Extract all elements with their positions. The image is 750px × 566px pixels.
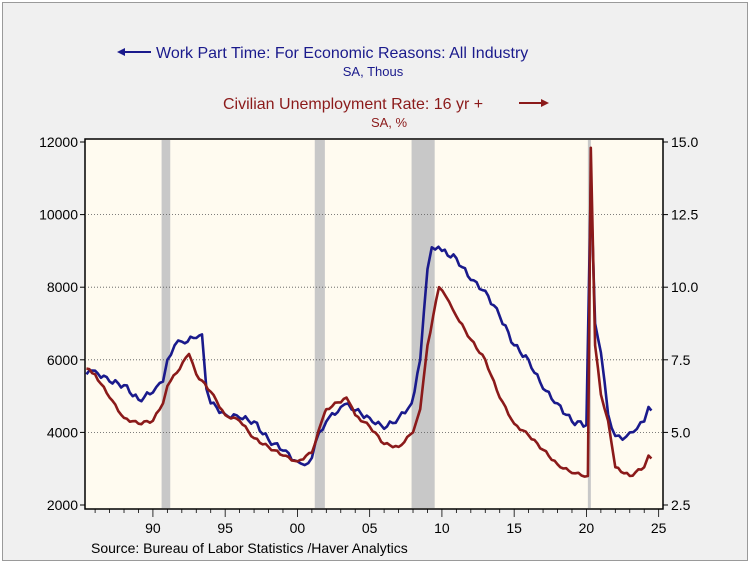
y-left-tick-label: 12000 xyxy=(39,134,78,150)
y-right-tick-label: 2.5 xyxy=(671,497,691,513)
x-tick-label: 00 xyxy=(290,520,306,536)
y-right-tick-label: 5.0 xyxy=(671,424,691,440)
recession-band xyxy=(161,140,171,508)
y-right-tick-label: 15.0 xyxy=(671,134,698,150)
legend-units-left: SA, Thous xyxy=(343,64,404,79)
recession-band xyxy=(314,140,325,508)
y-left-tick-label: 4000 xyxy=(47,424,78,440)
x-tick-label: 05 xyxy=(362,520,378,536)
y-left-tick-label: 8000 xyxy=(47,279,78,295)
legend-title-left: Work Part Time: For Economic Reasons: Al… xyxy=(156,45,528,62)
y-left-tick-label: 10000 xyxy=(39,207,78,223)
legend: Work Part Time: For Economic Reasons: Al… xyxy=(117,45,549,130)
legend-arrow-right-icon xyxy=(519,99,549,107)
x-tick-label: 15 xyxy=(506,520,522,536)
chart: Work Part Time: For Economic Reasons: Al… xyxy=(39,45,698,556)
series-lines xyxy=(85,146,653,478)
x-tick-label: 90 xyxy=(145,520,161,536)
y-right-tick-label: 10.0 xyxy=(671,279,698,295)
legend-arrow-left-icon xyxy=(117,48,151,56)
x-tick-label: 10 xyxy=(434,520,450,536)
plot-area xyxy=(84,138,664,510)
legend-units-right: SA, % xyxy=(371,115,408,130)
x-tick-label: 25 xyxy=(651,520,667,536)
part-time-line xyxy=(85,180,653,467)
y-right-tick-label: 12.5 xyxy=(671,207,698,223)
y-left-tick-label: 2000 xyxy=(47,497,78,513)
y-left-tick-label: 6000 xyxy=(47,352,78,368)
x-tick-label: 95 xyxy=(217,520,233,536)
source-note: Source: Bureau of Labor Statistics /Have… xyxy=(91,540,408,556)
y-right-tick-label: 7.5 xyxy=(671,352,691,368)
unemployment-rate-line xyxy=(86,146,653,478)
x-tick-label: 20 xyxy=(579,520,595,536)
legend-title-right: Civilian Unemployment Rate: 16 yr + xyxy=(223,96,483,113)
